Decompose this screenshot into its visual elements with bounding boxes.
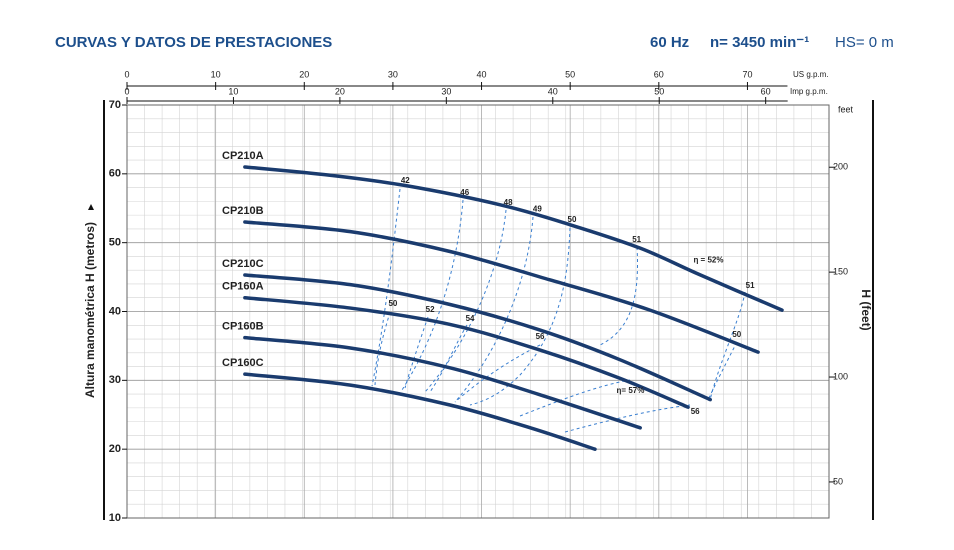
y-axis-label: Altura manométrica H (metros) [83,222,97,398]
efficiency-line [371,188,401,387]
curve [243,165,784,312]
x-axis-label: US g.p.m. [793,70,829,79]
curve [243,295,690,409]
efficiency-label: η= 57% [617,386,645,395]
x2-tick-label: 10 [228,86,238,96]
efficiency-label: 54 [466,314,475,323]
efficiency-label: η = 52% [693,256,723,265]
efficiency-line [469,227,571,406]
efficiency-label: 56 [536,332,545,341]
y-tick-label: 60 [109,168,121,180]
x-tick-label: 60 [654,69,664,79]
curve [243,220,760,354]
efficiency-label: 52 [426,305,435,314]
y-tick-label: 40 [109,305,121,317]
efficiency-lines [371,188,746,433]
series-label: CP160C [222,357,264,369]
frequency: 60 Hz [650,34,689,51]
x-tick-label: 40 [477,69,487,79]
x-tick-label: 20 [299,69,309,79]
x2-tick-label: 0 [124,86,129,96]
x2-tick-label: 20 [335,86,345,96]
efficiency-label: 50 [568,215,577,224]
y-tick-label: 30 [109,374,121,386]
series-label: CP210A [222,150,264,162]
efficiency-line [401,199,464,391]
suction-head: HS= 0 m [835,34,894,51]
x2-axis-label: Imp g.p.m. [790,87,828,96]
efficiency-label: 51 [632,235,641,244]
efficiency-line [564,404,691,433]
series-label: CP210B [222,205,264,217]
y-tick-label: 20 [109,443,121,455]
efficiency-line [374,311,391,386]
efficiency-line [429,324,468,393]
x2-tick-label: 40 [548,86,558,96]
efficiency-line [424,209,507,393]
chart-title: CURVAS Y DATOS DE PRESTACIONES [55,34,332,51]
x-tick-label: 30 [388,69,398,79]
x-tick-label: 0 [124,69,129,79]
efficiency-label: 49 [533,205,542,214]
efficiency-label: 56 [691,407,700,416]
x-tick-label: 70 [742,69,752,79]
efficiency-label: 50 [388,299,397,308]
efficiency-line [404,316,429,389]
curve [243,372,597,451]
y2-tick-label: 50 [833,476,843,486]
x2-tick-label: 60 [761,86,771,96]
x2-tick-label: 30 [441,86,451,96]
efficiency-label: 42 [401,176,410,185]
y2-tick-label: 200 [833,162,848,172]
y-tick-label: 10 [109,512,121,524]
x-tick-label: 10 [211,69,221,79]
x2-tick-label: 50 [654,86,664,96]
efficiency-label: 50 [732,330,741,339]
efficiency-line [454,344,541,403]
y2-axis-label: H (feet) [859,289,873,330]
series-label: CP160A [222,281,264,293]
efficiency-line [707,341,738,401]
y2-tick-label: 100 [833,371,848,381]
efficiency-label: 51 [746,281,755,290]
efficiency-line [519,379,631,417]
arrow-icon [88,204,94,210]
efficiency-label: 46 [460,188,469,197]
y2-tick-label: 150 [833,267,848,277]
y2-unit: feet [838,104,854,114]
y-tick-label: 70 [109,99,121,111]
curve [243,273,712,402]
speed: n= 3450 min⁻¹ [710,34,809,51]
y-tick-label: 50 [109,237,121,249]
efficiency-label: 48 [504,198,513,207]
x-tick-label: 50 [565,69,575,79]
curve [243,335,642,430]
series-label: CP160B [222,321,264,333]
series-label: CP210C [222,258,264,270]
